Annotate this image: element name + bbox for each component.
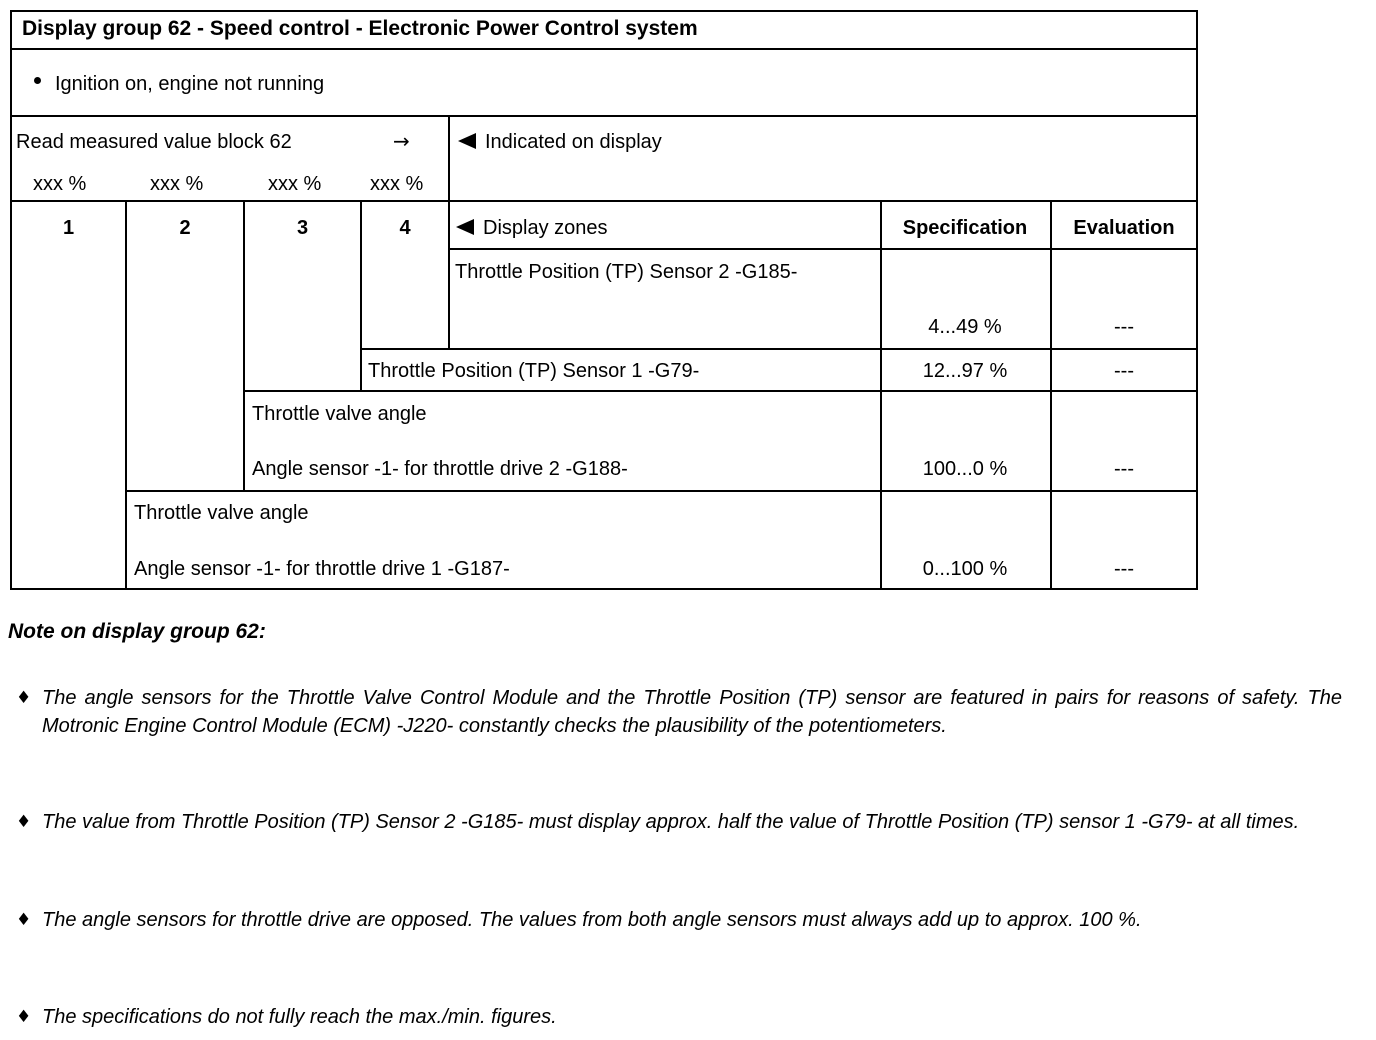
right-arrow-icon: → bbox=[393, 129, 410, 153]
zone3-evaluation: --- bbox=[1114, 360, 1134, 382]
table-border-line bbox=[125, 490, 1198, 492]
zone-number-1: 1 bbox=[62, 217, 75, 239]
diamond-bullet-icon: ♦ bbox=[16, 1007, 32, 1027]
page-title: Display group 62 - Speed control - Elect… bbox=[22, 17, 698, 40]
table-border-line bbox=[10, 115, 1198, 117]
table-border-line bbox=[1050, 200, 1052, 590]
zone2-evaluation: --- bbox=[1114, 458, 1134, 480]
table-border-line bbox=[10, 200, 1198, 202]
note-item: The angle sensors for the Throttle Valve… bbox=[42, 687, 1342, 737]
zone2-signal-label: Throttle valve angle bbox=[252, 403, 427, 425]
zone1-signal-label: Throttle valve angle bbox=[134, 502, 309, 524]
value-placeholder: xxx % bbox=[370, 173, 424, 195]
table-border-line bbox=[243, 390, 1198, 392]
zone3-signal-label: Throttle Position (TP) Sensor 1 -G79- bbox=[368, 360, 700, 382]
note-item: The angle sensors for throttle drive are… bbox=[42, 909, 1142, 931]
notes-heading: Note on display group 62: bbox=[8, 620, 266, 643]
value-placeholder: xxx % bbox=[150, 173, 204, 195]
table-border-line bbox=[125, 200, 127, 590]
specification-header: Specification bbox=[902, 217, 1028, 239]
read-block-label: Read measured value block 62 bbox=[16, 131, 292, 153]
table-border-line bbox=[880, 200, 882, 590]
left-pointer-icon bbox=[456, 219, 474, 235]
zone4-specification: 4...49 % bbox=[928, 316, 1002, 338]
evaluation-header: Evaluation bbox=[1073, 217, 1175, 239]
diamond-bullet-icon: ♦ bbox=[16, 688, 32, 708]
table-border-line bbox=[10, 588, 1198, 590]
note-item: The specifications do not fully reach th… bbox=[42, 1006, 557, 1028]
table-border-line bbox=[10, 10, 12, 590]
diamond-bullet-icon: ♦ bbox=[16, 910, 32, 930]
table-border-line bbox=[10, 10, 1198, 12]
zone1-specification: 0...100 % bbox=[922, 558, 1008, 580]
table-border-line bbox=[448, 115, 450, 350]
table-border-line bbox=[360, 200, 362, 392]
zone-number-2: 2 bbox=[179, 217, 191, 239]
zone2-signal-sublabel: Angle sensor -1- for throttle drive 2 -G… bbox=[252, 458, 628, 480]
zone3-specification: 12...97 % bbox=[922, 360, 1008, 382]
table-border-line bbox=[360, 348, 1198, 350]
table-border-line bbox=[448, 248, 1198, 250]
zone-number-4: 4 bbox=[399, 217, 411, 239]
table-border-line bbox=[243, 200, 245, 492]
zone1-evaluation: --- bbox=[1114, 558, 1134, 580]
zone4-signal-label: Throttle Position (TP) Sensor 2 -G185- bbox=[455, 261, 798, 283]
value-placeholder: xxx % bbox=[268, 173, 322, 195]
indicated-on-display-label: Indicated on display bbox=[485, 131, 662, 153]
table-border-line bbox=[1196, 10, 1198, 590]
bullet-icon bbox=[34, 77, 41, 84]
zone2-specification: 100...0 % bbox=[922, 458, 1008, 480]
left-pointer-icon bbox=[458, 133, 476, 149]
diamond-bullet-icon: ♦ bbox=[16, 812, 32, 832]
test-condition: Ignition on, engine not running bbox=[55, 73, 325, 95]
zone4-evaluation: --- bbox=[1114, 316, 1134, 338]
value-placeholder: xxx % bbox=[33, 173, 87, 195]
zone1-signal-sublabel: Angle sensor -1- for throttle drive 1 -G… bbox=[134, 558, 510, 580]
note-item: The value from Throttle Position (TP) Se… bbox=[42, 811, 1300, 833]
display-zones-header: Display zones bbox=[483, 217, 608, 239]
zone-number-3: 3 bbox=[296, 217, 309, 239]
table-border-line bbox=[10, 48, 1198, 50]
